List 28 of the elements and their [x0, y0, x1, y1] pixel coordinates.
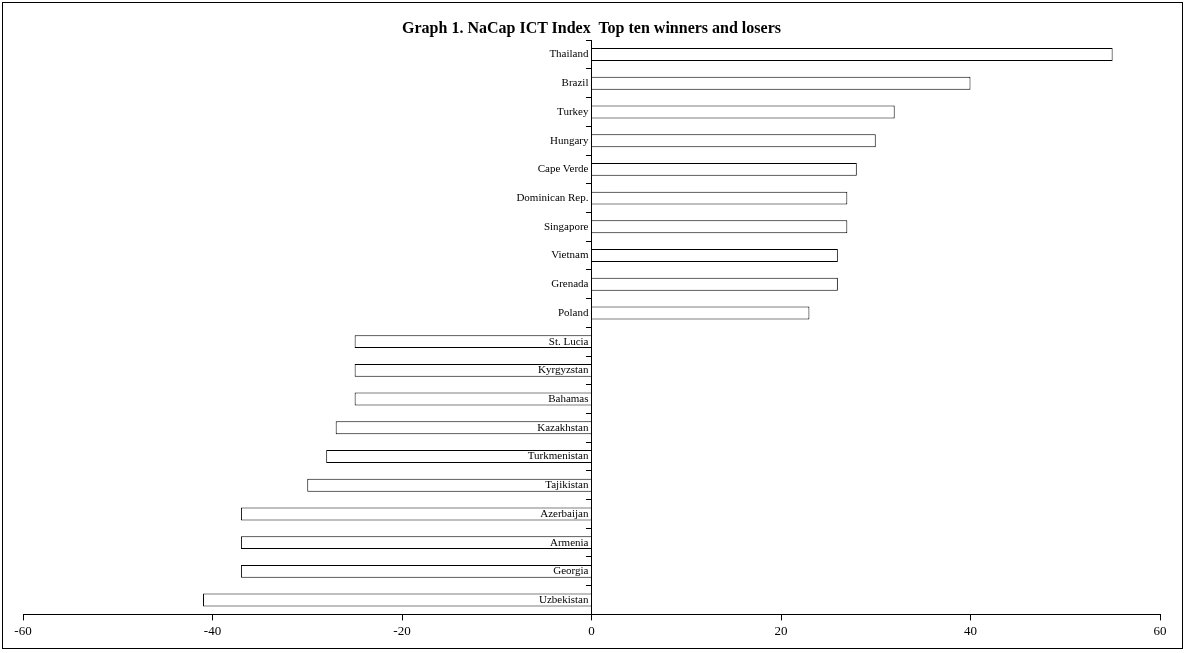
- y-tick-label: Brazil: [561, 76, 589, 89]
- y-tick-label: Armenia: [550, 535, 589, 548]
- y-tick-label: Kyrgyzstan: [537, 363, 589, 376]
- y-tick-label: Dominican Rep.: [516, 191, 589, 203]
- x-tick-label: -20: [393, 622, 411, 638]
- y-tick-label: Georgia: [553, 564, 589, 577]
- y-tick-label: Azerbaijan: [540, 506, 589, 519]
- x-tick-label: 20: [774, 622, 788, 638]
- y-tick-label: Turkmenistan: [527, 449, 589, 462]
- x-tick-label: 40: [964, 622, 977, 638]
- y-tick-label: Thailand: [549, 47, 589, 60]
- y-tick-label: Uzbekistan: [539, 592, 589, 605]
- x-tick-label: -40: [203, 622, 222, 638]
- y-tick-label: St. Lucia: [548, 334, 589, 347]
- y-tick-label: Bahamas: [548, 391, 589, 404]
- y-tick-label: Turkey: [557, 104, 589, 117]
- y-tick-label: Hungary: [550, 133, 589, 146]
- y-tick-label: Cape Verde: [537, 162, 589, 175]
- y-tick-label: Tajikistan: [545, 478, 589, 491]
- y-tick-label: Kazakhstan: [537, 420, 589, 433]
- y-tick-label: Vietnam: [551, 248, 589, 261]
- x-tick-label: 0: [588, 622, 595, 638]
- x-tick-label: -60: [14, 622, 32, 638]
- chart-title: Graph 1. NaCap ICT Index Top ten winners and losers: [402, 18, 781, 37]
- x-tick-label: 60: [1153, 622, 1167, 638]
- y-tick-label: Singapore: [543, 219, 589, 232]
- y-tick-label: Grenada: [551, 277, 589, 290]
- y-tick-label: Poland: [557, 305, 589, 318]
